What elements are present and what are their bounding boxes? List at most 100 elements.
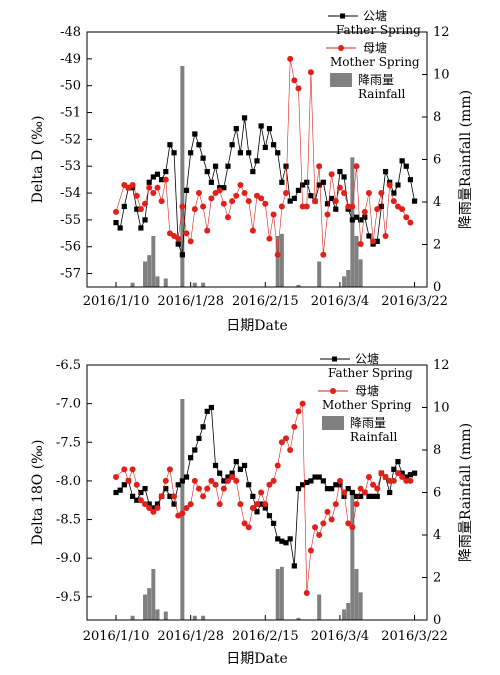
rainfall-bar [354,569,359,620]
rainfall-bar [317,261,322,287]
mother-spring-point [249,227,256,234]
mother-spring-point [336,477,343,484]
mother-spring-point [303,203,310,210]
father-spring-point [337,168,343,175]
father-spring-point [233,458,239,465]
father-spring-point [262,144,268,151]
mother-spring-point [229,198,236,205]
mother-spring-point [233,477,240,484]
mother-spring-point [249,504,256,511]
mother-spring-point [179,203,186,210]
y-tick-label: -51 [60,106,81,121]
father-spring-point [349,489,355,496]
y-tick-label: -8.0 [56,474,81,489]
rainfall-bar [147,588,152,620]
father-spring-point [138,489,144,496]
father-spring-point [183,187,190,193]
father-spring-point [382,168,389,175]
father-spring-point [316,182,322,188]
father-spring-point [333,206,339,212]
father-spring-point [275,536,281,542]
father-spring-point [163,168,169,175]
rainfall-bar [317,594,322,620]
father-spring-point [366,233,372,239]
mother-spring-point [245,524,252,531]
rainfall-bar [296,617,301,620]
mother-spring-point [386,182,393,188]
mother-spring-point [403,214,410,221]
legend-mother-cn: 母塘 [363,40,387,55]
father-spring-point [279,179,285,185]
father-spring-point [221,185,227,191]
rainfall-bar [180,66,185,287]
legend-rain-en: Rainfall [358,87,405,101]
mother-spring-point [175,235,182,242]
mother-spring-point [378,470,385,477]
father-spring-point [324,486,331,492]
father-spring-point [391,466,397,472]
mother-spring-point [162,477,169,484]
mother-spring-point [183,230,190,237]
mother-spring-point [394,470,401,477]
legend-rain-swatch [322,416,344,430]
x-axis-label: 日期Date [226,651,287,667]
y2-tick-label: 10 [433,401,450,416]
father-spring-point [113,489,119,496]
rainfall-bar [155,609,160,620]
mother-spring-point [129,466,136,473]
father-spring-point [146,501,152,507]
father-spring-point [345,486,351,492]
father-spring-point [283,540,289,546]
mother-spring-point [241,520,248,527]
mother-spring-point [191,206,198,213]
rainfall-bar [201,282,206,287]
father-spring-point [287,198,293,204]
father-spring-point [130,493,136,499]
mother-spring-point [241,190,248,197]
father-spring-point [341,174,347,180]
legend-father-en: Father Spring [328,366,413,380]
x-axis-label: 日期Date [226,318,287,334]
father-spring-point [154,171,161,177]
rainfall-bar [163,278,168,287]
mother-spring-point [407,219,414,226]
rainfall-bar [275,569,280,620]
father-spring-point [229,142,235,148]
father-spring-point [407,472,414,478]
mother-spring-point [353,163,360,170]
mother-spring-point [353,501,360,508]
mother-spring-point [133,192,140,199]
father-spring-point [395,458,401,465]
father-spring-point [208,179,214,185]
y-tick-label: -53 [60,159,81,174]
father-spring-point [295,486,302,492]
mother-spring-point [233,192,240,199]
mother-spring-point [349,524,356,531]
father-spring-point [275,150,281,156]
mother-spring-point [274,462,281,469]
y-axis-label: Delta D (‰) [30,116,46,204]
father-spring-point [312,474,318,480]
mother-spring-point [216,501,223,508]
father-spring-point [324,201,331,207]
mother-spring-point [125,477,132,484]
mother-spring-point [195,190,202,197]
father-spring-point [370,493,376,499]
mother-spring-point [237,182,244,188]
father-spring-point [154,501,161,507]
rainfall-bar [342,276,347,287]
father-spring-point [171,150,177,156]
legend-mother-en: Mother Spring [330,55,420,69]
father-spring-point [212,462,219,469]
y-tick-label: -56 [60,240,81,255]
rainfall-bar [180,399,185,620]
mother-spring-point [208,195,215,202]
mother-spring-point [274,251,281,258]
mother-spring-point [154,184,161,191]
mother-spring-point [328,516,335,523]
y2-tick-label: 8 [433,443,441,458]
father-spring-point [167,493,173,499]
father-spring-point [341,493,347,499]
y-tick-label: -52 [60,132,81,147]
